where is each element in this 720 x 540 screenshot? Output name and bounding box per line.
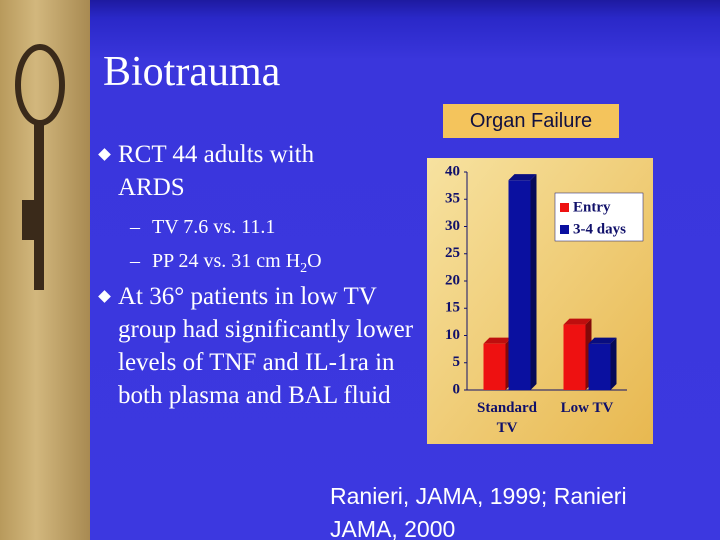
y-tick-label: 30 [445,218,460,234]
x-tick-label: Low TV [560,400,614,416]
bullet-marker [98,290,111,303]
y-tick-label: 40 [445,163,460,179]
y-tick-label: 0 [453,381,461,397]
bullet: RCT 44 adults with ARDS [118,141,315,201]
key-image [0,0,90,540]
y-tick-label: 20 [445,272,460,288]
subscript: 2 [300,261,308,276]
sub-bullet-text: PP 24 vs. 31 cm H [152,250,301,272]
legend-label: Entry [573,199,611,215]
x-tick-label: Standard TV [476,400,538,436]
bullet-marker [98,148,111,161]
chart: 0 5 10 15 20 25 30 35 40 Entry 3-4 days [427,158,653,444]
bar-top [588,337,617,344]
bar [588,343,611,390]
legend-swatch [560,203,569,212]
citation: Ranieri, JAMA, 1999; Ranieri JAMA, 2000 [330,483,627,540]
bar-top [563,318,592,325]
chart-panel: 0 5 10 15 20 25 30 35 40 Entry 3-4 days Standard T… [427,158,653,444]
bar [508,180,531,390]
dash: – [130,216,140,238]
bar [483,343,506,390]
y-tick-label: 35 [445,191,460,207]
y-tick-label: 5 [453,354,461,370]
bar [563,324,586,390]
y-tick-label: 10 [445,327,460,343]
legend-box [554,192,644,242]
chart-title: Organ Failure [443,104,619,138]
key-drawing [15,44,65,290]
bar-side [610,337,617,390]
y-tick-label: 25 [445,245,460,261]
sub-bullet-text: O [307,250,322,272]
y-tick-label: 15 [445,300,460,316]
bullet: At 36° patients in low TV group had sign… [118,283,414,409]
dash: – [130,250,140,272]
bar-top [483,337,512,344]
bar-side [530,174,537,390]
slide-title: Biotrauma [103,49,281,95]
bar-top [508,174,537,181]
legend-label: 3-4 days [573,221,626,237]
legend-swatch [560,225,569,234]
sub-bullet: PP 24 vs. 31 cm H2O [152,244,322,286]
sub-bullet: TV 7.6 vs. 11.1 [152,216,276,238]
